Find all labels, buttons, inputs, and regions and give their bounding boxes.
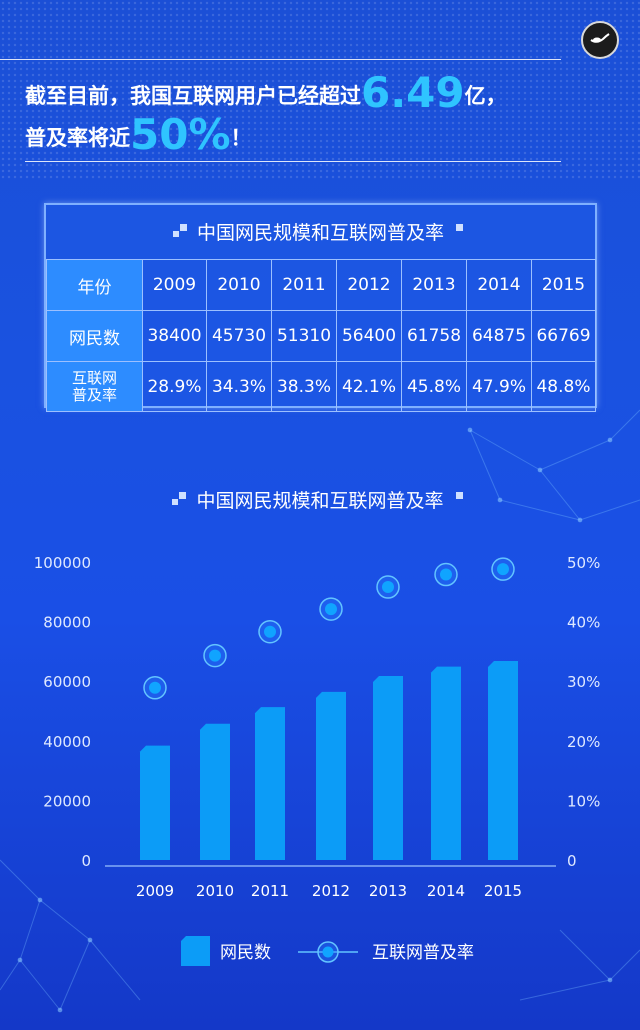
point-rate — [440, 568, 452, 581]
point-rate — [497, 563, 509, 576]
squares-icon — [454, 492, 468, 506]
y-left-tick-label: 60000 — [43, 673, 91, 691]
legend-bar-label: 网民数 — [220, 943, 271, 963]
x-tick-label: 2010 — [196, 882, 234, 900]
chart-title: 中国网民规模和互联网普及率 — [0, 484, 640, 514]
table-header-users: 网民数 — [46, 310, 143, 362]
logo-icon — [590, 33, 610, 43]
headline-text-suffix: ！ — [230, 126, 252, 150]
table-header-year: 年份 — [46, 259, 143, 311]
point-rate — [149, 681, 161, 694]
table-cell-rate: 28.9% — [142, 361, 207, 412]
legend-point-swatch — [322, 946, 334, 958]
point-rate — [382, 581, 394, 594]
table-cell-rate: 38.3% — [271, 361, 337, 412]
x-tick-label: 2009 — [136, 882, 174, 900]
table-cell-rate: 34.3% — [206, 361, 272, 412]
headline-users-value: 6.49 — [361, 68, 465, 117]
table-cell-rate: 48.8% — [531, 361, 596, 412]
squares-icon — [172, 224, 187, 238]
table-cell-users: 66769 — [531, 310, 596, 362]
point-rate — [325, 603, 337, 616]
table-row-users: 网民数 38400 45730 51310 56400 61758 64875 … — [46, 310, 596, 362]
table-cell-users: 64875 — [466, 310, 532, 362]
y-right-tick-label: 30% — [567, 673, 600, 691]
table-cell-rate: 42.1% — [336, 361, 402, 412]
header-rule-bottom — [25, 161, 561, 162]
y-left-tick-label: 0 — [81, 852, 91, 870]
x-tick-label: 2014 — [427, 882, 465, 900]
table-row-rate: 互联网 普及率 28.9% 34.3% 38.3% 42.1% 45.8% 47… — [46, 361, 596, 412]
table-cell-year: 2012 — [336, 259, 402, 311]
table-cell-users: 61758 — [401, 310, 467, 362]
header-rule-top — [0, 59, 561, 60]
squares-icon — [172, 492, 187, 506]
table-cell-rate: 47.9% — [466, 361, 532, 412]
y-right-tick-label: 20% — [567, 733, 600, 751]
y-left-tick-label: 40000 — [43, 733, 91, 751]
table-row-years: 年份 2009 2010 2011 2012 2013 2014 2015 — [46, 259, 596, 311]
chart-legend: 网民数 互联网普及率 — [181, 936, 474, 966]
y-left-tick-label: 100000 — [34, 554, 91, 572]
brand-logo — [581, 21, 619, 59]
bar-users — [431, 666, 461, 860]
y-left-tick-label: 20000 — [43, 792, 91, 810]
bar-users — [200, 723, 230, 860]
headline-rate-value: 50% — [130, 110, 231, 159]
table-title-text: 中国网民规模和互联网普及率 — [196, 221, 444, 244]
legend-point-label: 互联网普及率 — [372, 943, 474, 963]
table-cell-year: 2010 — [206, 259, 272, 311]
rate-label-line2: 普及率 — [71, 385, 117, 404]
table-cell-year: 2015 — [531, 259, 596, 311]
bar-users — [488, 661, 518, 860]
table-cell-year: 2014 — [466, 259, 532, 311]
table-cell-year: 2009 — [142, 259, 207, 311]
table-header-rate: 互联网 普及率 — [46, 361, 143, 412]
table-cell-users: 45730 — [206, 310, 272, 362]
y-right-tick-label: 0 — [567, 852, 577, 870]
table-cell-year: 2011 — [271, 259, 337, 311]
point-rate — [264, 625, 276, 638]
x-tick-label: 2011 — [251, 882, 289, 900]
table-cell-users: 51310 — [271, 310, 337, 362]
stats-table: 年份 2009 2010 2011 2012 2013 2014 2015 网民… — [46, 259, 596, 412]
point-rate — [209, 649, 221, 662]
squares-icon — [454, 224, 468, 238]
headline-text: 截至目前，我国互联网用户已经超过 — [25, 84, 361, 108]
y-right-tick-label: 50% — [567, 554, 600, 572]
bar-users — [373, 675, 403, 860]
table-cell-rate: 45.8% — [401, 361, 467, 412]
table-cell-users: 38400 — [142, 310, 207, 362]
dotted-background — [0, 0, 640, 180]
stats-table-panel: 中国网民规模和互联网普及率 年份 2009 2010 2011 2012 201… — [44, 203, 597, 412]
headline-line-1: 截至目前，我国互联网用户已经超过6.49亿， — [25, 68, 507, 117]
legend-bar-swatch — [181, 936, 210, 966]
y-right-tick-label: 40% — [567, 614, 600, 632]
table-title: 中国网民规模和互联网普及率 — [46, 205, 595, 257]
x-tick-label: 2013 — [369, 882, 407, 900]
table-cell-year: 2013 — [401, 259, 467, 311]
bar-users — [316, 691, 346, 860]
y-left-tick-label: 80000 — [43, 614, 91, 632]
bar-users — [255, 707, 285, 860]
x-tick-label: 2015 — [484, 882, 522, 900]
chart-title-text: 中国网民规模和互联网普及率 — [196, 489, 444, 512]
headline-line-2: 普及率将近50%！ — [25, 110, 252, 159]
table-cell-users: 56400 — [336, 310, 402, 362]
bar-users — [140, 745, 170, 860]
combo-chart: 0 20000 40000 60000 80000 100000 0 10% 20% 30% 40%… — [34, 554, 601, 900]
headline-text: 普及率将近 — [25, 126, 130, 150]
rate-label-line1: 互联网 — [71, 368, 117, 387]
headline-text-suffix: 亿， — [464, 84, 507, 108]
x-tick-label: 2012 — [312, 882, 350, 900]
y-right-tick-label: 10% — [567, 792, 600, 810]
